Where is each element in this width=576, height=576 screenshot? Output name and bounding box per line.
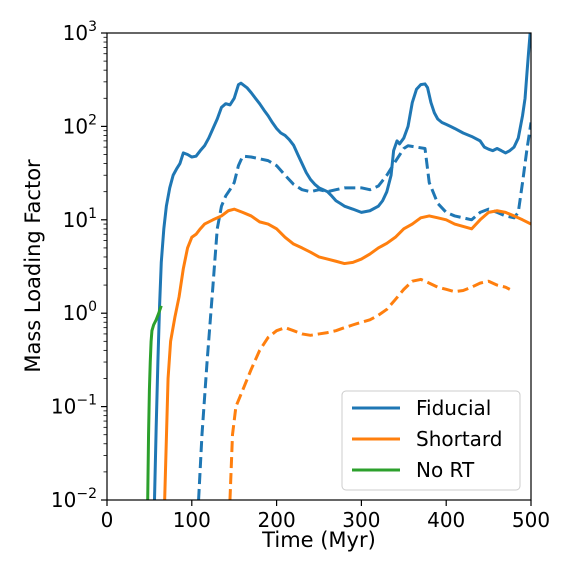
y-tick-base: 10 — [63, 21, 88, 45]
x-axis: 0 100 200 300 400 500 — [101, 500, 550, 532]
x-axis-label: Time (Myr) — [261, 528, 376, 552]
y-tick-label: 101 — [63, 206, 97, 232]
series-line-fiducial — [152, 33, 531, 500]
legend-label: Shortard — [416, 427, 503, 451]
legend: Fiducial Shortard No RT — [341, 390, 521, 491]
y-tick-label: 100 — [63, 299, 97, 325]
y-tick-base: 10 — [63, 208, 88, 232]
y-tick-exponent: 0 — [88, 299, 97, 315]
y-tick-exponent: 3 — [88, 19, 97, 35]
x-tick-label: 300 — [342, 508, 380, 532]
y-tick-exponent: −2 — [76, 486, 97, 502]
y-tick-label: 103 — [63, 19, 97, 45]
y-tick-label: 10−2 — [51, 486, 97, 512]
y-axis-label: Mass Loading Factor — [21, 159, 45, 373]
legend-label: Fiducial — [416, 396, 491, 420]
y-tick-base: 10 — [51, 488, 76, 512]
legend-box — [341, 390, 521, 491]
y-tick-exponent: −1 — [76, 393, 97, 409]
y-tick-exponent: 2 — [88, 112, 97, 128]
series-line-shortard — [163, 207, 531, 500]
x-tick-label: 500 — [512, 508, 550, 532]
x-tick-label: 400 — [427, 508, 465, 532]
series-line-no-rt — [146, 305, 163, 500]
series-line-dashed-3 — [228, 277, 511, 500]
y-tick-exponent: 1 — [88, 206, 97, 222]
y-tick-base: 10 — [63, 114, 88, 138]
series-line-dashed-1 — [197, 122, 531, 500]
x-tick-label: 0 — [101, 508, 114, 532]
y-tick-base: 10 — [51, 395, 76, 419]
x-tick-label: 200 — [258, 508, 296, 532]
legend-label: No RT — [416, 458, 475, 482]
y-tick-label: 10−1 — [51, 393, 97, 419]
series-layer — [146, 33, 531, 500]
y-tick-base: 10 — [63, 301, 88, 325]
x-tick-label: 100 — [173, 508, 211, 532]
y-tick-label: 102 — [63, 112, 97, 138]
plot-frame — [106, 32, 532, 501]
